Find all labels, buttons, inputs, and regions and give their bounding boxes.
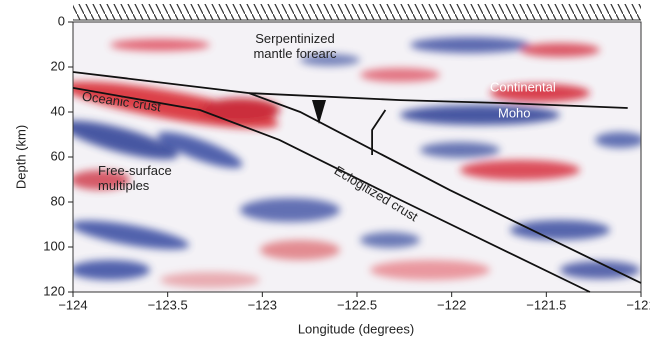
- y-tick-label: 0: [58, 13, 65, 28]
- x-tick-label: −123.5: [148, 297, 188, 312]
- boundary-line: [72, 71, 642, 284]
- boundary-line: [249, 92, 628, 109]
- topography-band: [73, 4, 641, 20]
- annotation-line: multiples: [98, 178, 150, 193]
- arrow-marker: [312, 100, 326, 124]
- x-tick-label: −123: [248, 297, 277, 312]
- x-tick-label: −121.5: [526, 297, 566, 312]
- y-tick-label: 60: [51, 148, 65, 163]
- annotation: Serpentinized mantle forearc: [253, 31, 337, 61]
- y-tick-label: 100: [43, 238, 65, 253]
- annotation: Continental: [490, 79, 556, 94]
- boundary-line: [371, 109, 387, 155]
- y-axis-label: Depth (km): [13, 125, 28, 189]
- annotation: Moho: [498, 105, 531, 120]
- x-tick-label: −124: [58, 297, 87, 312]
- x-tick-label: −121: [626, 297, 650, 312]
- x-axis-label: Longitude (degrees): [298, 321, 414, 336]
- annotation-line: mantle forearc: [253, 46, 337, 61]
- annotation-line: Free-surface: [98, 163, 172, 178]
- y-tick-label: 20: [51, 58, 65, 73]
- seismic-image: [73, 22, 641, 292]
- y-tick-label: 40: [51, 103, 65, 118]
- annotation: Free-surface multiples: [98, 163, 172, 193]
- y-tick-label: 120: [43, 283, 65, 298]
- boundary-line: [72, 87, 591, 293]
- x-tick-label: −122.5: [337, 297, 377, 312]
- x-tick-label: −122: [437, 297, 466, 312]
- y-tick-label: 80: [51, 193, 65, 208]
- annotation-line: Serpentinized: [255, 31, 335, 46]
